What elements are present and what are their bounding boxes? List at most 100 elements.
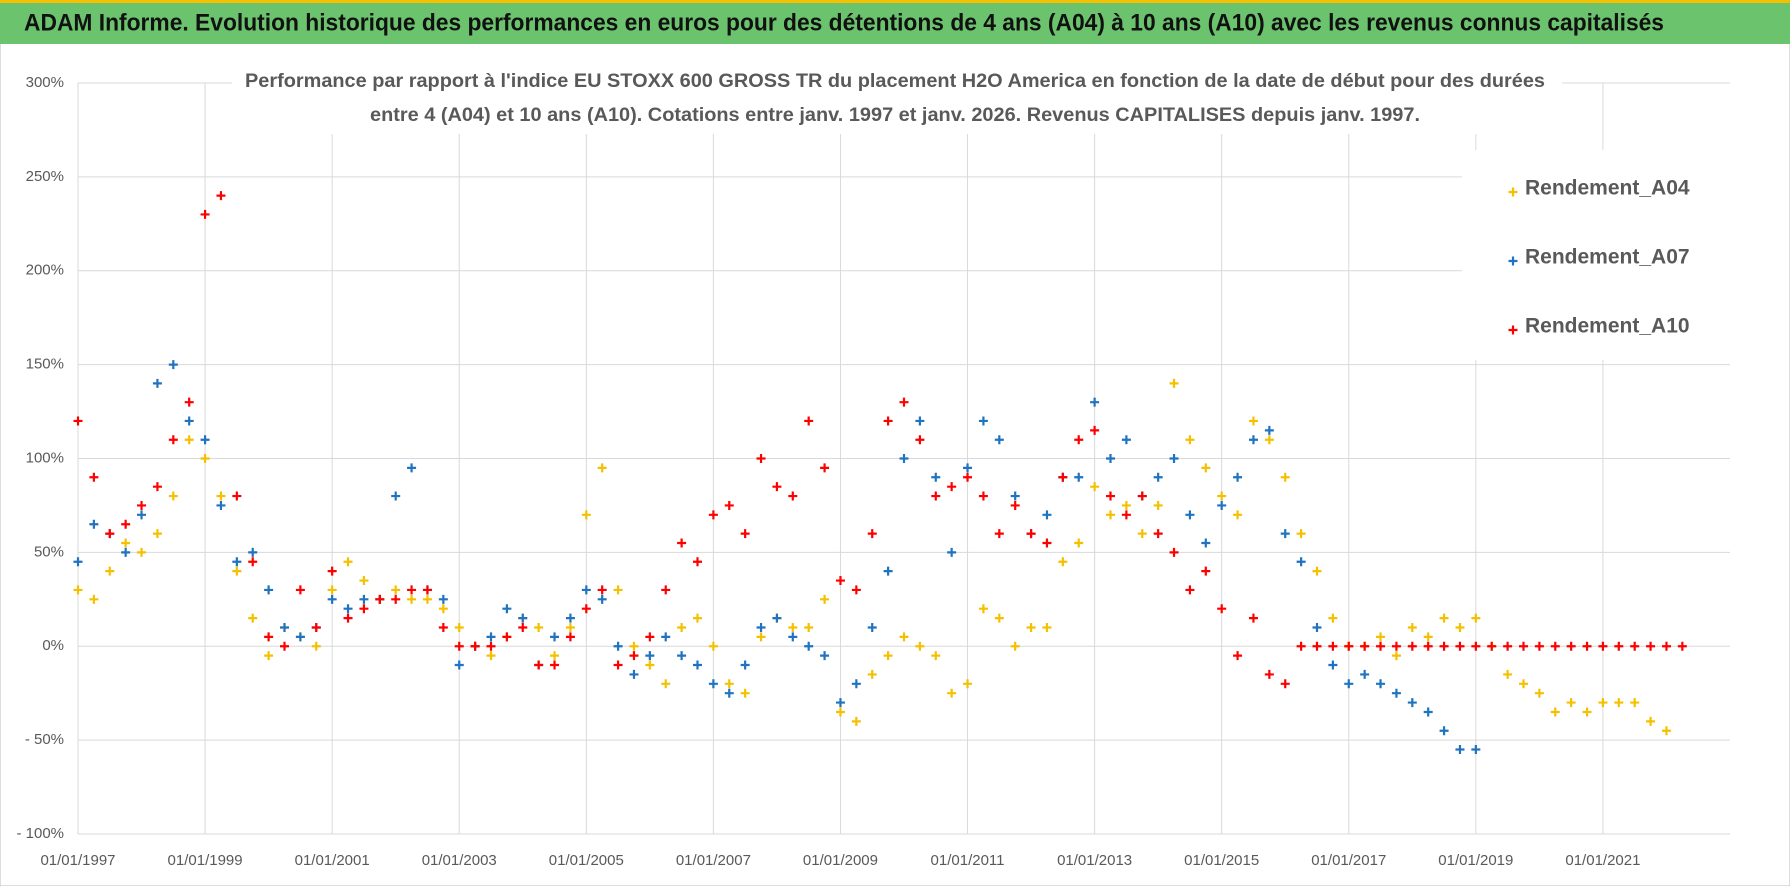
point (264, 651, 274, 661)
point (518, 613, 528, 623)
point (502, 604, 512, 614)
point (1153, 529, 1163, 539)
point (1121, 510, 1131, 520)
point (438, 594, 448, 604)
point (1074, 435, 1084, 445)
point (899, 454, 909, 463)
point (391, 594, 401, 604)
title-bg (232, 64, 1562, 134)
point (1217, 604, 1227, 614)
point (73, 585, 83, 595)
point (883, 416, 893, 426)
point (1598, 698, 1608, 708)
point (1026, 529, 1036, 539)
point (994, 435, 1004, 445)
point (327, 594, 337, 604)
point (137, 547, 147, 557)
point (1630, 641, 1640, 651)
banner-top-line (0, 0, 1790, 3)
y-tick-label: 300% (26, 74, 64, 91)
x-tick-label: 01/01/2015 (1184, 852, 1259, 869)
point (200, 209, 210, 219)
point (613, 660, 623, 670)
point (772, 482, 782, 492)
x-tick-label: 01/01/2003 (422, 852, 497, 869)
banner-bg (0, 0, 1790, 44)
x-tick-label: 01/01/2013 (1057, 852, 1132, 869)
point (1407, 622, 1417, 632)
point (772, 613, 782, 623)
point (295, 632, 305, 642)
point (1519, 641, 1528, 651)
point (629, 651, 639, 661)
point (1058, 472, 1068, 482)
point (518, 622, 528, 632)
point (550, 651, 560, 661)
point (1248, 435, 1258, 445)
legend-bg (1462, 150, 1732, 360)
point (343, 604, 353, 614)
point (740, 529, 750, 539)
chart-title: entre 4 (A04) et 10 ans (A10). Cotations… (370, 105, 1420, 126)
point (1010, 491, 1020, 501)
point (947, 547, 957, 557)
point (931, 472, 941, 482)
point (375, 594, 385, 604)
point (216, 491, 226, 501)
point (1201, 538, 1211, 548)
point (1217, 491, 1227, 501)
point (1646, 716, 1656, 726)
point (1391, 641, 1401, 651)
point (1090, 425, 1100, 435)
point (232, 491, 242, 501)
point (1201, 566, 1211, 576)
point (216, 500, 226, 510)
point (899, 632, 909, 642)
point (486, 641, 496, 651)
x-tick-label: 01/01/1997 (40, 852, 115, 869)
point (470, 641, 480, 651)
point (454, 660, 464, 670)
point (581, 604, 591, 614)
point (1407, 641, 1417, 651)
y-tick-label: - 50% (25, 731, 64, 748)
point (804, 622, 814, 632)
point (788, 632, 798, 642)
point (1010, 641, 1020, 651)
point (1137, 529, 1147, 539)
point (216, 191, 226, 201)
point (1661, 726, 1671, 736)
point (1296, 557, 1306, 567)
point (1360, 669, 1370, 679)
point (295, 585, 305, 595)
point (1169, 454, 1179, 463)
point (613, 641, 623, 651)
y-tick-label: 100% (26, 449, 64, 466)
point (1598, 641, 1608, 651)
point (438, 604, 448, 614)
point (835, 707, 845, 717)
point (677, 651, 687, 661)
point (645, 651, 655, 661)
point (788, 622, 798, 632)
point (1519, 679, 1528, 689)
point (1296, 529, 1306, 539)
point (867, 669, 877, 679)
point (1582, 707, 1592, 717)
point (1455, 641, 1465, 651)
point (931, 651, 941, 661)
point (343, 613, 353, 623)
point (835, 576, 845, 586)
point (708, 679, 718, 689)
point (1280, 529, 1290, 539)
point (152, 482, 162, 492)
point (1185, 510, 1195, 520)
point (1503, 669, 1513, 679)
point (89, 519, 99, 529)
point (1376, 632, 1386, 642)
point (1566, 698, 1576, 708)
point (89, 472, 99, 482)
point (883, 566, 893, 576)
point (391, 585, 401, 595)
